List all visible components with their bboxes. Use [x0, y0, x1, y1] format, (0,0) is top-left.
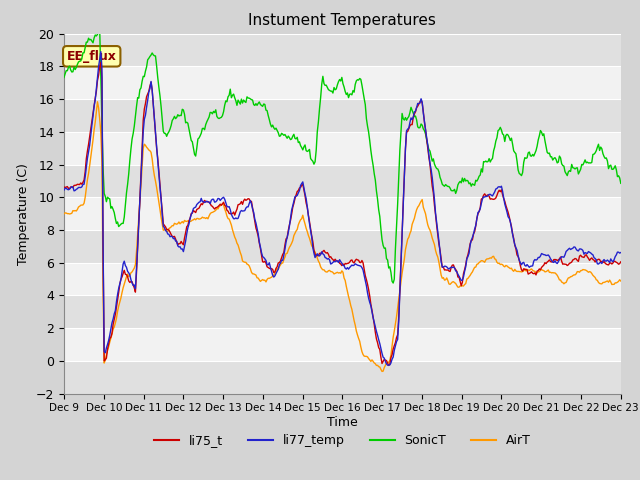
X-axis label: Time: Time	[327, 416, 358, 429]
Bar	[64, 34, 621, 66]
Title: Instument Temperatures: Instument Temperatures	[248, 13, 436, 28]
Bar	[64, 295, 621, 328]
Bar	[64, 99, 621, 132]
Bar	[64, 165, 621, 197]
Y-axis label: Temperature (C): Temperature (C)	[17, 163, 30, 264]
Text: EE_flux: EE_flux	[67, 50, 116, 63]
Bar	[64, 230, 621, 263]
Legend: li75_t, li77_temp, SonicT, AirT: li75_t, li77_temp, SonicT, AirT	[148, 429, 536, 452]
Bar	[64, 361, 621, 394]
